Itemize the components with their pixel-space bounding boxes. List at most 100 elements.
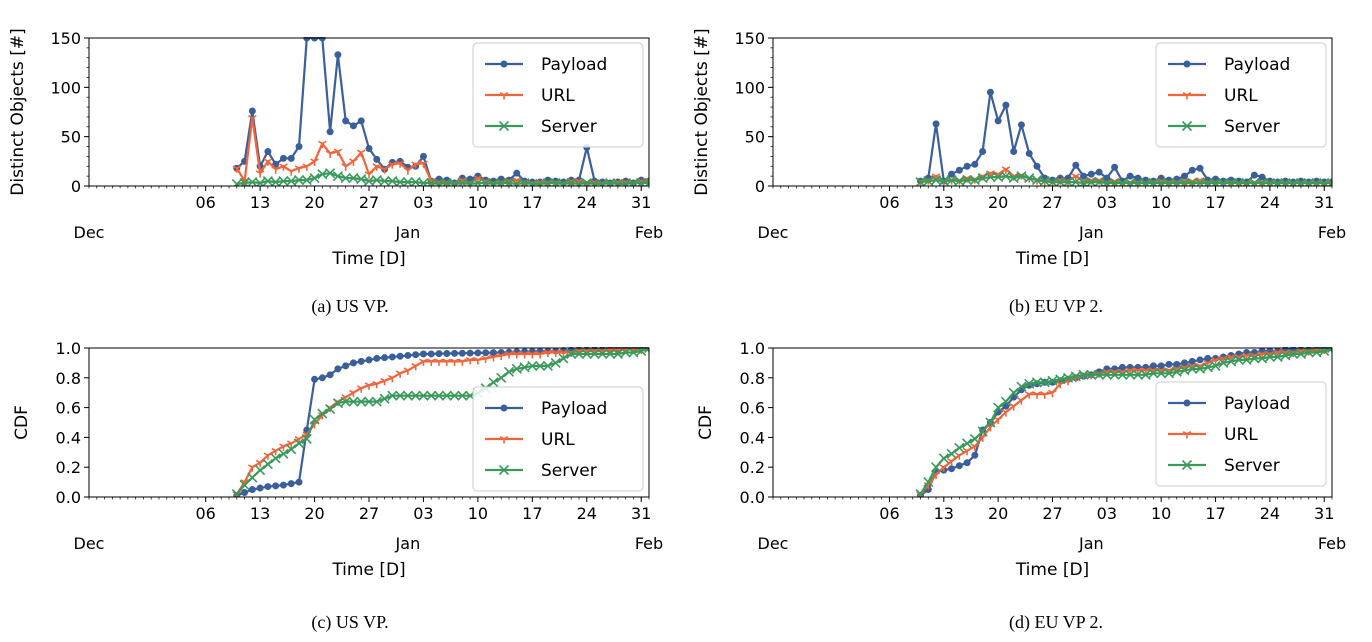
x-month-label: Feb xyxy=(635,223,663,242)
data-point-server xyxy=(1218,177,1229,186)
data-point-server xyxy=(628,347,639,358)
legend-label-payload: Payload xyxy=(541,55,607,75)
x-tick-label: 31 xyxy=(631,193,651,212)
data-point-server xyxy=(1249,177,1260,186)
data-point-server xyxy=(356,174,367,185)
data-point-server xyxy=(1249,353,1260,364)
x-tick-label: 13 xyxy=(250,193,270,212)
legend: Payload URL Server xyxy=(1155,42,1327,148)
caption-d: (d) EU VP 2. xyxy=(1009,612,1103,632)
data-point-url xyxy=(263,452,273,460)
data-point-server xyxy=(1163,368,1175,379)
data-point-payload xyxy=(994,117,1002,125)
legend-label-url: URL xyxy=(541,86,575,106)
data-point-server xyxy=(1163,177,1175,186)
x-month-label: Jan xyxy=(1078,534,1104,553)
data-point-url xyxy=(395,160,405,168)
data-point-server xyxy=(535,178,546,186)
data-point-url xyxy=(411,161,420,169)
legend-label-server: Server xyxy=(541,461,597,481)
data-point-payload xyxy=(248,107,256,115)
x-tick-label: 27 xyxy=(359,193,379,212)
legend-marker-payload xyxy=(500,404,508,412)
data-point-server xyxy=(597,348,608,360)
data-point-server xyxy=(402,176,413,186)
x-tick-label: 10 xyxy=(1151,193,1171,212)
data-point-server xyxy=(465,178,476,186)
data-point-server xyxy=(1280,350,1291,361)
data-point-server xyxy=(1288,177,1299,186)
data-point-server xyxy=(511,363,522,374)
data-point-payload xyxy=(396,352,404,360)
data-point-server xyxy=(962,175,973,186)
data-point-server xyxy=(418,390,429,401)
data-point-payload xyxy=(264,483,272,491)
data-point-payload xyxy=(272,160,280,168)
data-point-server xyxy=(418,177,429,186)
data-point-payload xyxy=(365,356,373,364)
data-point-server xyxy=(930,462,942,473)
data-point-payload xyxy=(1072,161,1080,169)
data-point-url xyxy=(403,367,413,375)
x-tick-label: 31 xyxy=(631,504,651,523)
data-point-payload xyxy=(365,145,373,153)
data-point-payload xyxy=(334,365,342,373)
legend-label-server: Server xyxy=(1224,456,1280,476)
data-point-server xyxy=(1132,177,1143,186)
legend-marker-url xyxy=(1182,92,1192,100)
data-point-server xyxy=(1016,171,1027,182)
x-axis-label: Time [D] xyxy=(1015,249,1089,269)
y-tick-label: 50 xyxy=(745,128,765,147)
data-point-payload xyxy=(451,349,459,357)
data-point-server xyxy=(317,408,328,419)
data-point-server xyxy=(395,176,406,186)
data-point-server xyxy=(410,390,421,401)
data-point-server xyxy=(969,433,980,444)
data-point-server xyxy=(1264,351,1275,363)
data-point-server xyxy=(1117,177,1128,186)
data-point-server xyxy=(1008,387,1019,398)
y-tick-label: 100 xyxy=(734,78,765,97)
data-point-url xyxy=(1001,166,1011,174)
legend-marker-server xyxy=(1181,459,1193,471)
data-point-payload xyxy=(1087,170,1095,178)
data-point-url xyxy=(426,358,436,366)
data-point-payload xyxy=(948,170,956,178)
data-point-payload xyxy=(1204,354,1212,362)
data-point-url xyxy=(372,380,382,389)
data-point-server xyxy=(1202,177,1213,186)
data-point-url xyxy=(364,171,374,179)
data-point-payload xyxy=(435,350,443,358)
data-point-payload xyxy=(1025,149,1033,157)
y-tick-label: 0.6 xyxy=(56,399,81,418)
chart-panel-4: 06 13 20 27 03 10 17 24 31 Dec Jan Feb Time [D] 0.0 0.… xyxy=(696,339,1346,580)
series-line-server xyxy=(920,175,1332,185)
data-point-server xyxy=(472,177,483,186)
data-point-url xyxy=(333,148,343,156)
data-point-server xyxy=(332,171,343,182)
data-point-server xyxy=(1062,372,1074,383)
y-axis-label: CDF xyxy=(12,405,32,440)
data-point-server xyxy=(1326,177,1332,186)
data-point-server xyxy=(1272,351,1283,363)
data-point-payload xyxy=(1173,360,1181,368)
data-point-server xyxy=(309,173,320,184)
data-point-url xyxy=(271,166,280,174)
x-tick-label: 06 xyxy=(879,504,899,523)
data-point-payload xyxy=(419,152,427,160)
data-point-url xyxy=(939,464,949,472)
data-point-server xyxy=(395,390,406,401)
data-point-payload xyxy=(458,349,466,357)
data-point-url xyxy=(970,443,980,451)
data-point-server xyxy=(1226,177,1237,186)
data-point-server xyxy=(1218,357,1229,368)
legend-label-payload: Payload xyxy=(1224,55,1290,75)
data-point-payload xyxy=(388,353,396,361)
data-point-url xyxy=(294,165,304,173)
x-tick-label: 03 xyxy=(1097,193,1117,212)
data-point-server xyxy=(542,360,553,371)
data-point-server xyxy=(1101,369,1112,380)
data-point-server xyxy=(946,448,957,459)
data-point-server xyxy=(441,390,452,401)
data-point-server xyxy=(255,465,266,476)
